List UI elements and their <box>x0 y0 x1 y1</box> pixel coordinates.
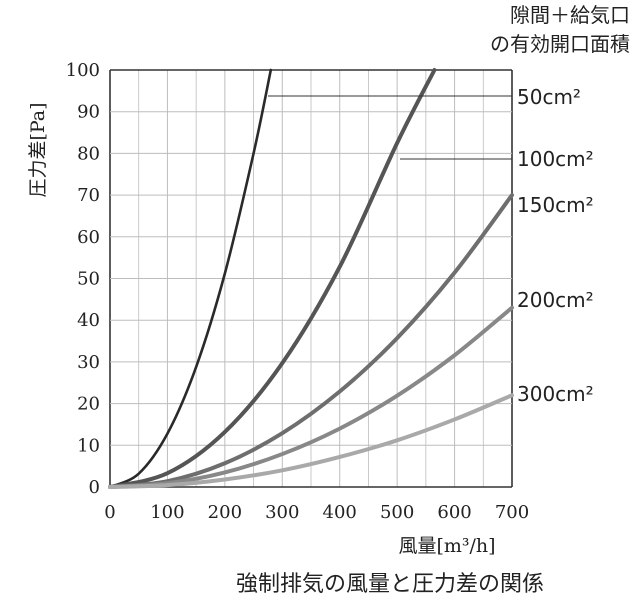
series-curves <box>108 68 514 489</box>
x-tick-label: 500 <box>380 502 414 523</box>
label-leaders <box>268 95 512 160</box>
series-label-5: 300cm² <box>517 382 594 406</box>
series-line-2 <box>108 68 437 489</box>
series-line-4 <box>108 305 514 489</box>
x-tick-label: 400 <box>323 502 357 523</box>
tick-labels: 0 100 200 300 400 500 600 700 0 10 20 30 40 50 60 70 80 9… <box>66 60 530 523</box>
x-tick-label: 200 <box>208 502 242 523</box>
y-tick-label: 30 <box>77 352 100 373</box>
y-tick-label: 90 <box>77 102 100 123</box>
y-tick-label: 80 <box>77 143 100 164</box>
legend-title-line-2: の有効開口面積 <box>490 32 630 56</box>
grid <box>109 69 513 488</box>
series-label-3: 150cm² <box>517 193 594 217</box>
x-tick-label: 0 <box>104 502 115 523</box>
x-tick-label: 700 <box>495 502 529 523</box>
series-labels: 50cm² 100cm² 150cm² 200cm² 300cm² <box>517 85 594 406</box>
x-tick-label: 600 <box>437 502 471 523</box>
series-label-2: 100cm² <box>517 147 594 171</box>
legend-title-line-1: 隙間＋給気口 <box>510 3 630 27</box>
series-line-1 <box>108 68 273 489</box>
y-tick-label: 0 <box>89 477 100 498</box>
y-axis-label: 圧力差[Pa] <box>27 102 49 197</box>
chart-title: 強制排気の風量と圧力差の関係 <box>236 572 544 597</box>
series-label-4: 200cm² <box>517 288 594 312</box>
series-label-1: 50cm² <box>517 85 581 109</box>
y-tick-label: 70 <box>77 185 100 206</box>
series-line-5 <box>108 393 514 489</box>
y-tick-label: 100 <box>66 60 100 81</box>
x-tick-label: 100 <box>150 502 184 523</box>
y-tick-label: 20 <box>77 394 100 415</box>
x-axis-label: 風量[m³/h] <box>398 535 495 557</box>
y-tick-label: 10 <box>77 435 100 456</box>
y-tick-label: 60 <box>77 227 100 248</box>
series-line-3 <box>108 193 514 489</box>
x-tick-label: 300 <box>265 502 299 523</box>
y-tick-label: 40 <box>77 310 100 331</box>
y-tick-label: 50 <box>77 269 100 290</box>
